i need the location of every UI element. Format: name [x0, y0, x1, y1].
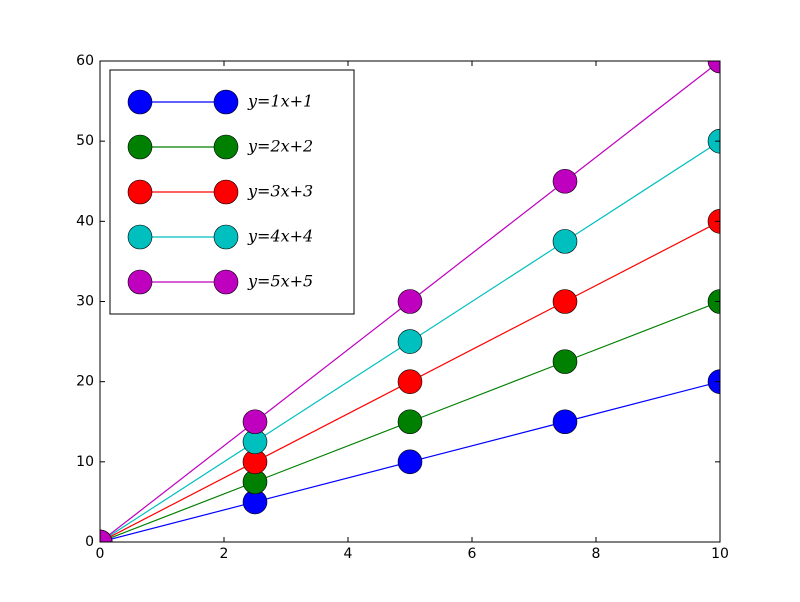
y-tick-label: 10: [76, 454, 94, 470]
marker: [552, 168, 578, 194]
marker: [100, 529, 113, 542]
marker: [707, 289, 720, 314]
marker: [707, 369, 720, 394]
x-tick-label: 0: [96, 546, 105, 562]
legend-marker: [127, 224, 153, 250]
legend-label: y=1x+1: [247, 92, 313, 111]
y-tick-label: 20: [76, 374, 94, 390]
x-tick-label: 4: [344, 546, 353, 562]
marker: [552, 409, 578, 435]
marker: [552, 229, 578, 254]
legend-marker: [213, 269, 239, 295]
y-tick-label: 0: [85, 534, 94, 550]
legend-marker: [127, 179, 153, 205]
marker: [242, 409, 268, 435]
marker: [552, 349, 578, 374]
legend-marker: [127, 134, 153, 160]
y-tick-label: 40: [76, 213, 94, 229]
marker: [552, 289, 578, 314]
marker: [397, 369, 423, 394]
marker: [397, 289, 423, 314]
legend-label: y=5x+5: [247, 272, 313, 291]
legend-label: y=4x+4: [247, 227, 313, 246]
y-tick-label: 60: [76, 53, 94, 69]
y-tick-label: 50: [76, 133, 94, 149]
marker: [397, 329, 423, 354]
legend-label: y=3x+3: [247, 182, 313, 201]
x-tick-label: 10: [711, 546, 729, 562]
legend-marker: [127, 89, 153, 115]
marker: [707, 128, 720, 154]
legend-marker: [213, 134, 239, 160]
legend-label: y=2x+2: [247, 137, 313, 156]
legend: y=1x+1 y=2x+2 y=3x+3 y=4x+4 y=5x+5: [109, 69, 355, 315]
marker: [397, 449, 423, 475]
marker: [707, 61, 720, 74]
marker: [707, 209, 720, 234]
y-tick-label: 30: [76, 294, 94, 310]
x-tick-label: 2: [220, 546, 229, 562]
x-tick-label: 6: [468, 546, 477, 562]
axes: 0 2 4 6 8 10 0 10 20 30 40 50 60: [76, 53, 729, 562]
legend-marker: [127, 269, 153, 295]
legend-marker: [213, 224, 239, 250]
marker: [397, 409, 423, 435]
x-tick-label: 8: [592, 546, 601, 562]
plot-area: [100, 61, 720, 542]
legend-marker: [213, 89, 239, 115]
legend-marker: [213, 179, 239, 205]
